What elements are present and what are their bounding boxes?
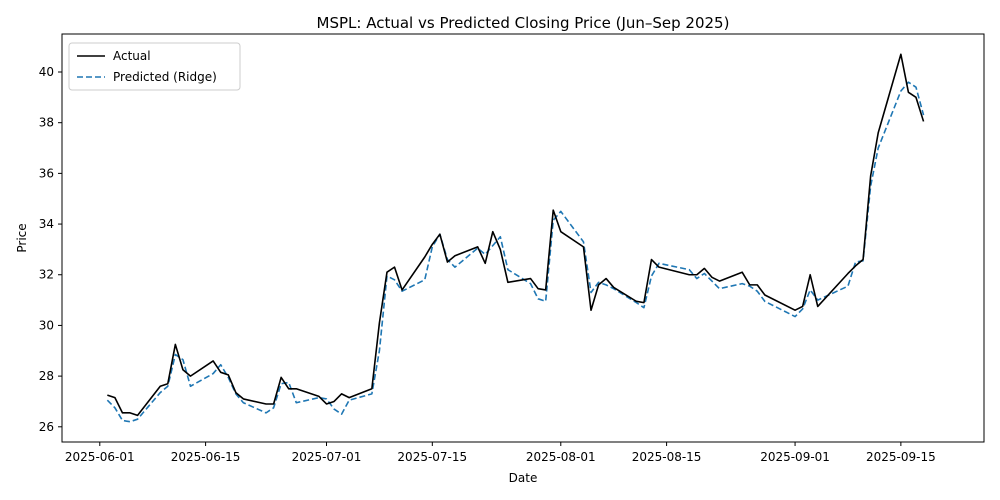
legend-label-actual: Actual [113,49,151,63]
series-line-actual [107,53,925,417]
x-tick-label: 2025-07-15 [397,450,467,464]
y-tick-label: 36 [39,166,54,180]
x-tick-label: 2025-06-01 [65,450,135,464]
legend-box [68,42,241,91]
plot-area [62,34,984,442]
x-tick-label: 2025-09-15 [866,450,936,464]
axes: 2025-06-01 2025-06-15 2025-07-01 2025-07-15… [39,65,936,464]
x-tick-label: 2025-09-01 [760,450,830,464]
x-axis-label: Date [509,471,538,485]
plot-border [61,33,985,443]
y-tick-label: 38 [39,116,54,130]
legend: Actual Predicted (Ridge) [68,42,241,91]
series-layer [106,53,925,423]
x-tick-label: 2025-08-01 [526,450,596,464]
y-tick-label: 26 [39,420,54,434]
y-tick-label: 30 [39,318,54,332]
x-tick-label: 2025-07-01 [292,450,362,464]
y-axis-label: Price [15,223,29,252]
x-tick-label: 2025-06-15 [171,450,241,464]
chart-title: MSPL: Actual vs Predicted Closing Price … [317,14,730,32]
legend-label-predicted: Predicted (Ridge) [113,70,217,84]
y-tick-label: 28 [39,369,54,383]
y-tick-label: 40 [39,65,54,79]
x-tick-label: 2025-08-15 [632,450,702,464]
y-tick-label: 34 [39,217,54,231]
y-tick-label: 32 [39,268,54,282]
